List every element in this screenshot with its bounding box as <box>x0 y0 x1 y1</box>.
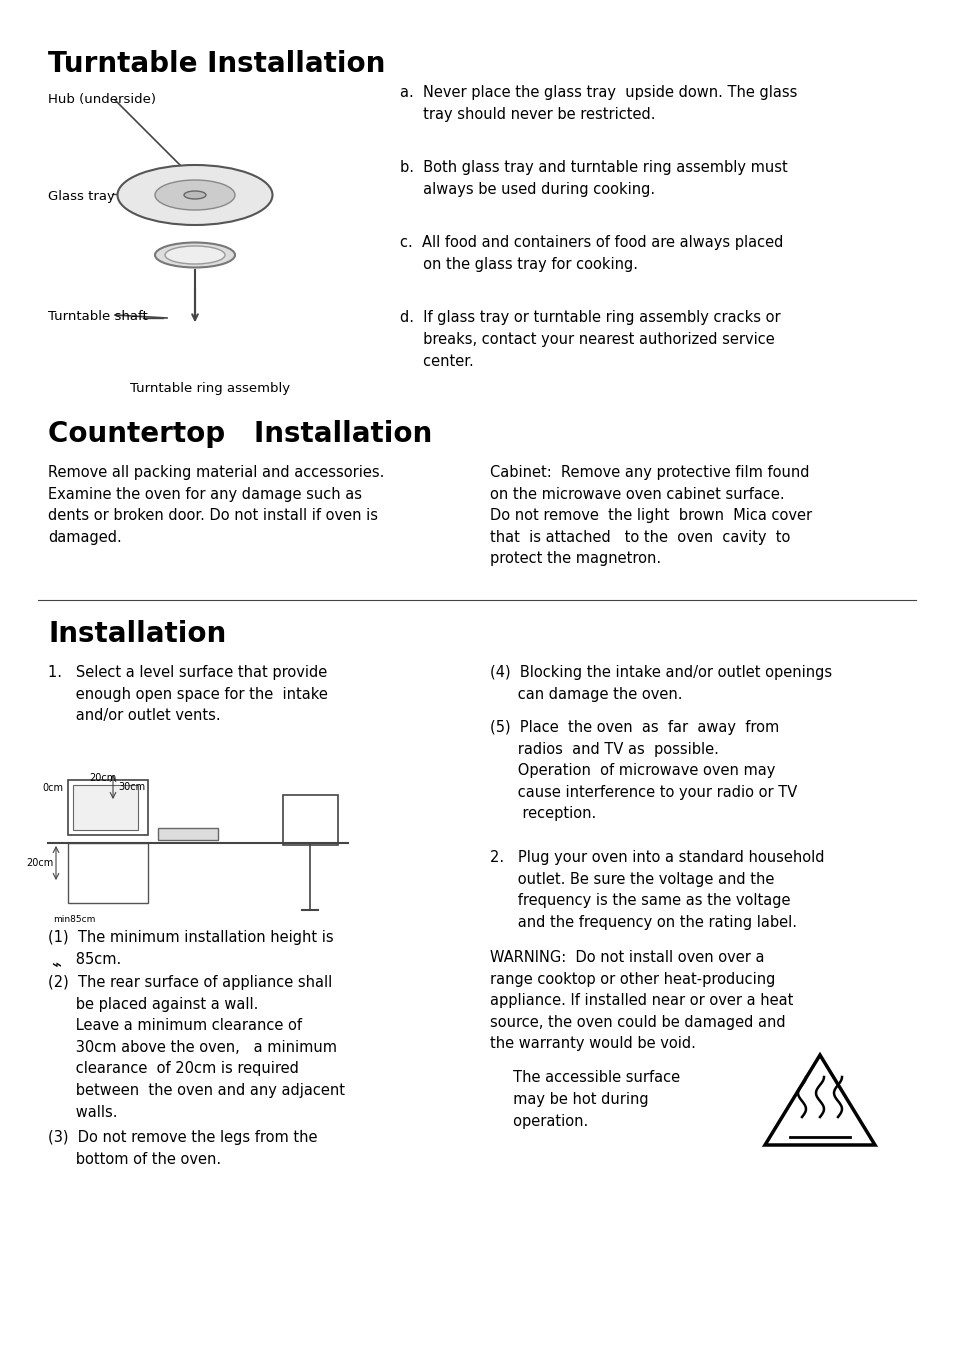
Ellipse shape <box>184 191 206 199</box>
Ellipse shape <box>117 165 273 225</box>
Text: Turntable ring assembly: Turntable ring assembly <box>130 382 290 396</box>
Ellipse shape <box>165 247 225 264</box>
Text: c.  All food and containers of food are always placed
     on the glass tray for: c. All food and containers of food are a… <box>399 234 782 272</box>
Text: The accessible surface
     may be hot during
     operation.: The accessible surface may be hot during… <box>490 1070 679 1130</box>
Text: Glass tray: Glass tray <box>48 190 114 203</box>
Text: 30cm: 30cm <box>118 782 145 793</box>
Text: min85cm: min85cm <box>53 915 95 924</box>
Bar <box>158 828 218 840</box>
Text: 20cm: 20cm <box>90 772 116 783</box>
Text: Turntable shaft: Turntable shaft <box>48 310 148 322</box>
Text: (2)  The rear surface of appliance shall
      be placed against a wall.
      L: (2) The rear surface of appliance shall … <box>48 976 345 1119</box>
Ellipse shape <box>154 180 234 210</box>
Text: Installation: Installation <box>48 621 226 648</box>
Text: (3)  Do not remove the legs from the
      bottom of the oven.: (3) Do not remove the legs from the bott… <box>48 1130 317 1167</box>
Bar <box>73 785 138 831</box>
Bar <box>68 843 148 902</box>
Text: Turntable Installation: Turntable Installation <box>48 50 385 79</box>
Text: 2.   Plug your oven into a standard household
      outlet. Be sure the voltage : 2. Plug your oven into a standard househ… <box>490 850 823 930</box>
Text: 0cm: 0cm <box>42 783 63 793</box>
Text: Remove all packing material and accessories.
Examine the oven for any damage suc: Remove all packing material and accessor… <box>48 465 384 545</box>
Text: (1)  The minimum installation height is
      85cm.: (1) The minimum installation height is 8… <box>48 930 334 966</box>
Text: WARNING:  Do not install oven over a
range cooktop or other heat-producing
appli: WARNING: Do not install oven over a rang… <box>490 950 793 1051</box>
Text: Cabinet:  Remove any protective film found
on the microwave oven cabinet surface: Cabinet: Remove any protective film foun… <box>490 465 811 566</box>
Text: d.  If glass tray or turntable ring assembly cracks or
     breaks, contact your: d. If glass tray or turntable ring assem… <box>399 310 780 370</box>
Text: 1.   Select a level surface that provide
      enough open space for the  intake: 1. Select a level surface that provide e… <box>48 665 328 724</box>
Text: (4)  Blocking the intake and/or outlet openings
      can damage the oven.: (4) Blocking the intake and/or outlet op… <box>490 665 831 702</box>
Text: 20cm: 20cm <box>26 858 53 869</box>
Ellipse shape <box>154 243 234 267</box>
Text: ⌁: ⌁ <box>51 957 61 974</box>
Text: (5)  Place  the oven  as  far  away  from
      radios  and TV as  possible.
   : (5) Place the oven as far away from radi… <box>490 720 797 821</box>
Bar <box>283 795 337 846</box>
Text: Countertop   Installation: Countertop Installation <box>48 420 432 449</box>
Bar <box>68 780 148 835</box>
Text: a.  Never place the glass tray  upside down. The glass
     tray should never be: a. Never place the glass tray upside dow… <box>399 85 797 122</box>
Text: Hub (underside): Hub (underside) <box>48 93 156 106</box>
Text: b.  Both glass tray and turntable ring assembly must
     always be used during : b. Both glass tray and turntable ring as… <box>399 160 787 198</box>
